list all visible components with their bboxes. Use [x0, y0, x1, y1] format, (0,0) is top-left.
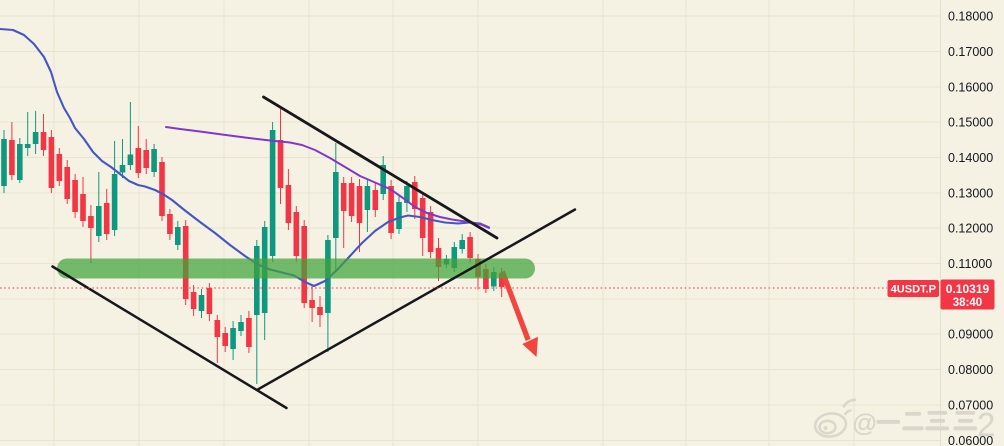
svg-text:0.10319: 0.10319 — [946, 282, 990, 296]
svg-text:38:40: 38:40 — [953, 297, 982, 309]
svg-text:0.14000: 0.14000 — [948, 151, 993, 165]
svg-text:0.17000: 0.17000 — [948, 45, 993, 59]
svg-text:0.08000: 0.08000 — [948, 363, 993, 377]
svg-text:0.09000: 0.09000 — [948, 327, 993, 341]
svg-text:0.11000: 0.11000 — [948, 257, 992, 271]
svg-text:0.16000: 0.16000 — [948, 80, 993, 94]
svg-text:0.18000: 0.18000 — [948, 9, 993, 23]
svg-text:0.06000: 0.06000 — [948, 434, 993, 446]
svg-text:4USDT.P: 4USDT.P — [891, 283, 936, 295]
svg-text:0.07000: 0.07000 — [948, 398, 993, 412]
svg-text:0.15000: 0.15000 — [948, 115, 993, 129]
svg-text:@: @ — [852, 410, 877, 438]
svg-text:2: 2 — [977, 406, 995, 443]
svg-text:0.13000: 0.13000 — [948, 186, 993, 200]
svg-text:0.12000: 0.12000 — [948, 221, 993, 235]
